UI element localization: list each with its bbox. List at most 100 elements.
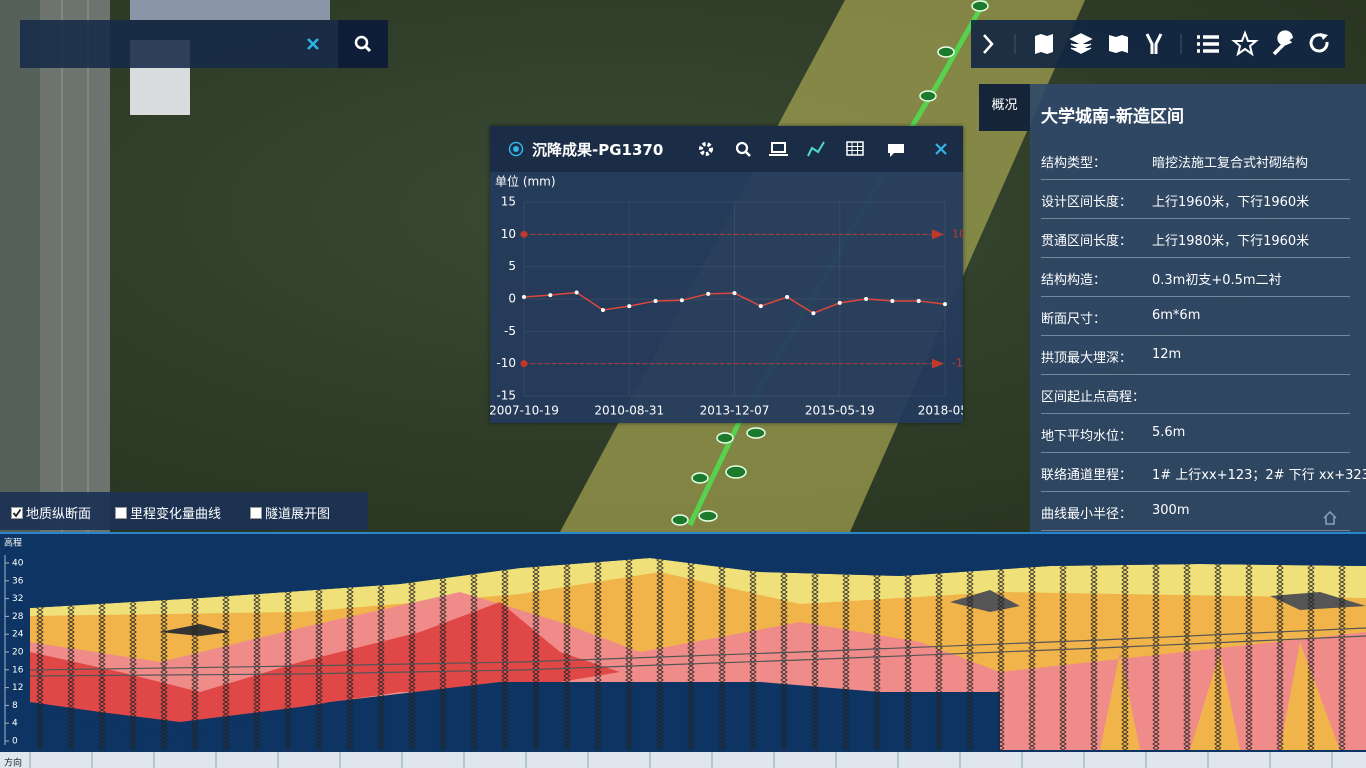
data-point: [600, 307, 605, 312]
check-glyph: [12, 508, 22, 518]
profile-tick-label: 8: [12, 701, 18, 711]
search-button[interactable]: [338, 20, 388, 68]
info-value: 暗挖法施工复合式衬砌结构: [1152, 156, 1309, 171]
info-label: 结构类型：: [1041, 156, 1107, 171]
layer-toggle[interactable]: 地质纵断面: [11, 503, 91, 522]
info-value: 0.3m初支+0.5m二衬: [1152, 273, 1282, 288]
close-icon[interactable]: [935, 143, 947, 155]
home-icon[interactable]: [1322, 510, 1338, 526]
profile-tick-label: 0: [12, 737, 18, 747]
list-icon[interactable]: [1197, 35, 1219, 53]
split-icon[interactable]: [1145, 33, 1163, 54]
profile-tick-label: 36: [12, 576, 24, 586]
layers-icon[interactable]: [1069, 33, 1093, 54]
info-value: 6m*6m: [1152, 308, 1201, 323]
layer-toggle[interactable]: 里程变化量曲线: [115, 503, 221, 522]
profile-axis-label: 高程: [4, 537, 22, 549]
settings-icon[interactable]: [699, 142, 713, 156]
profile-tick-label: 28: [12, 612, 24, 622]
wrench-icon[interactable]: [1272, 30, 1293, 56]
info-label: 联络通道里程：: [1041, 468, 1133, 483]
map-road: [40, 0, 110, 532]
table-icon[interactable]: [846, 141, 864, 156]
data-point: [679, 298, 684, 303]
y-tick-label: -10: [496, 356, 516, 370]
strata: [30, 558, 1366, 750]
data-point: [890, 298, 895, 303]
check-mark: [12, 508, 22, 518]
info-label: 曲线最小半径：: [1041, 507, 1133, 522]
info-row: 地下平均水位： 5.6m: [1041, 414, 1350, 453]
line-chart-icon[interactable]: [807, 141, 825, 157]
data-point: [785, 295, 790, 300]
toggle-label: 隧道展开图: [265, 507, 331, 522]
x-tick-label: 2018-05-: [918, 404, 963, 418]
screen-icon[interactable]: [771, 142, 786, 153]
info-label: 贯通区间长度：: [1041, 234, 1133, 249]
info-value: 1# 上行xx+123；2# 下行 xx+323: [1152, 468, 1366, 483]
expand-icon[interactable]: [983, 34, 994, 54]
y-tick-label: 15: [501, 195, 516, 209]
profile-tick-label: 4: [12, 719, 18, 729]
tunnel-line: [29, 635, 1366, 677]
star-icon[interactable]: [1231, 30, 1259, 57]
profile-tick-label: 20: [12, 648, 24, 658]
data-point: [758, 304, 763, 309]
threshold-arrow: [932, 229, 944, 240]
layer-toggles: 地质纵断面 里程变化量曲线 隧道展开图: [0, 492, 368, 530]
info-value: 上行1980米，下行1960米: [1152, 234, 1310, 249]
panel-tab[interactable]: 概况: [979, 84, 1030, 131]
threshold-arrow: [932, 358, 944, 369]
x-tick-label: 2013-12-07: [700, 404, 770, 418]
layer-toggle[interactable]: 隧道展开图: [250, 503, 330, 522]
search-box[interactable]: [20, 20, 388, 68]
profile-tick-label: 40: [12, 559, 24, 569]
info-label: 地下平均水位：: [1041, 429, 1133, 444]
data-point: [916, 298, 921, 303]
mileage-ticks: [29, 752, 1333, 768]
map-fold-icon[interactable]: [1109, 35, 1128, 53]
info-label: 设计区间长度：: [1041, 195, 1133, 210]
refresh-icon[interactable]: [1309, 33, 1329, 53]
profile-tick-label: 16: [12, 665, 24, 675]
info-label: 区间起止点高程：: [1041, 390, 1146, 405]
profile-tick-label: 24: [12, 630, 24, 640]
data-point: [811, 311, 816, 316]
data-point: [627, 304, 632, 309]
chart-popup: 沉降成果-PG1370 单位 (mm) 15 10 5 0 -5 -10 -15 2007-1…: [490, 126, 963, 423]
x-tick-label: 2015-05-19: [805, 404, 875, 418]
y-tick-label: 5: [508, 259, 516, 273]
x-tick-label: 2010-08-31: [594, 404, 664, 418]
data-point: [837, 300, 842, 305]
comment-icon[interactable]: [888, 144, 904, 157]
info-label: 拱顶最大埋深：: [1041, 351, 1133, 366]
clear-icon[interactable]: [306, 37, 320, 51]
info-row: 拱顶最大埋深： 12m: [1041, 336, 1350, 375]
info-row: 联络通道里程： 1# 上行xx+123；2# 下行 xx+323: [1041, 453, 1366, 492]
refresh-arrow: [1320, 33, 1328, 40]
info-row: 区间起止点高程：: [1041, 375, 1350, 414]
zoom-icon[interactable]: [735, 141, 749, 155]
y-tick-label: 0: [508, 292, 516, 306]
info-row: 曲线最小半径： 300m: [1041, 492, 1350, 531]
table-grid: [847, 142, 863, 155]
direction-label: 方向: [4, 757, 22, 768]
map-building: [130, 0, 330, 20]
info-row: 断面尺寸： 6m*6m: [1041, 297, 1350, 336]
checkbox[interactable]: [11, 507, 23, 519]
info-label: 断面尺寸：: [1041, 312, 1107, 327]
toggle-label: 地质纵断面: [26, 507, 92, 522]
info-row: 贯通区间长度： 上行1980米，下行1960米: [1041, 219, 1350, 258]
data-point: [943, 302, 947, 307]
data-point: [522, 295, 526, 300]
checkbox[interactable]: [115, 507, 127, 519]
map-icon[interactable]: [1035, 34, 1053, 54]
checkbox[interactable]: [250, 507, 262, 519]
toolbar: [971, 20, 1345, 68]
info-row: 结构类型： 暗挖法施工复合式衬砌结构: [1041, 141, 1350, 180]
threshold-start: [520, 230, 528, 238]
map-route-markers: [671, 0, 989, 526]
